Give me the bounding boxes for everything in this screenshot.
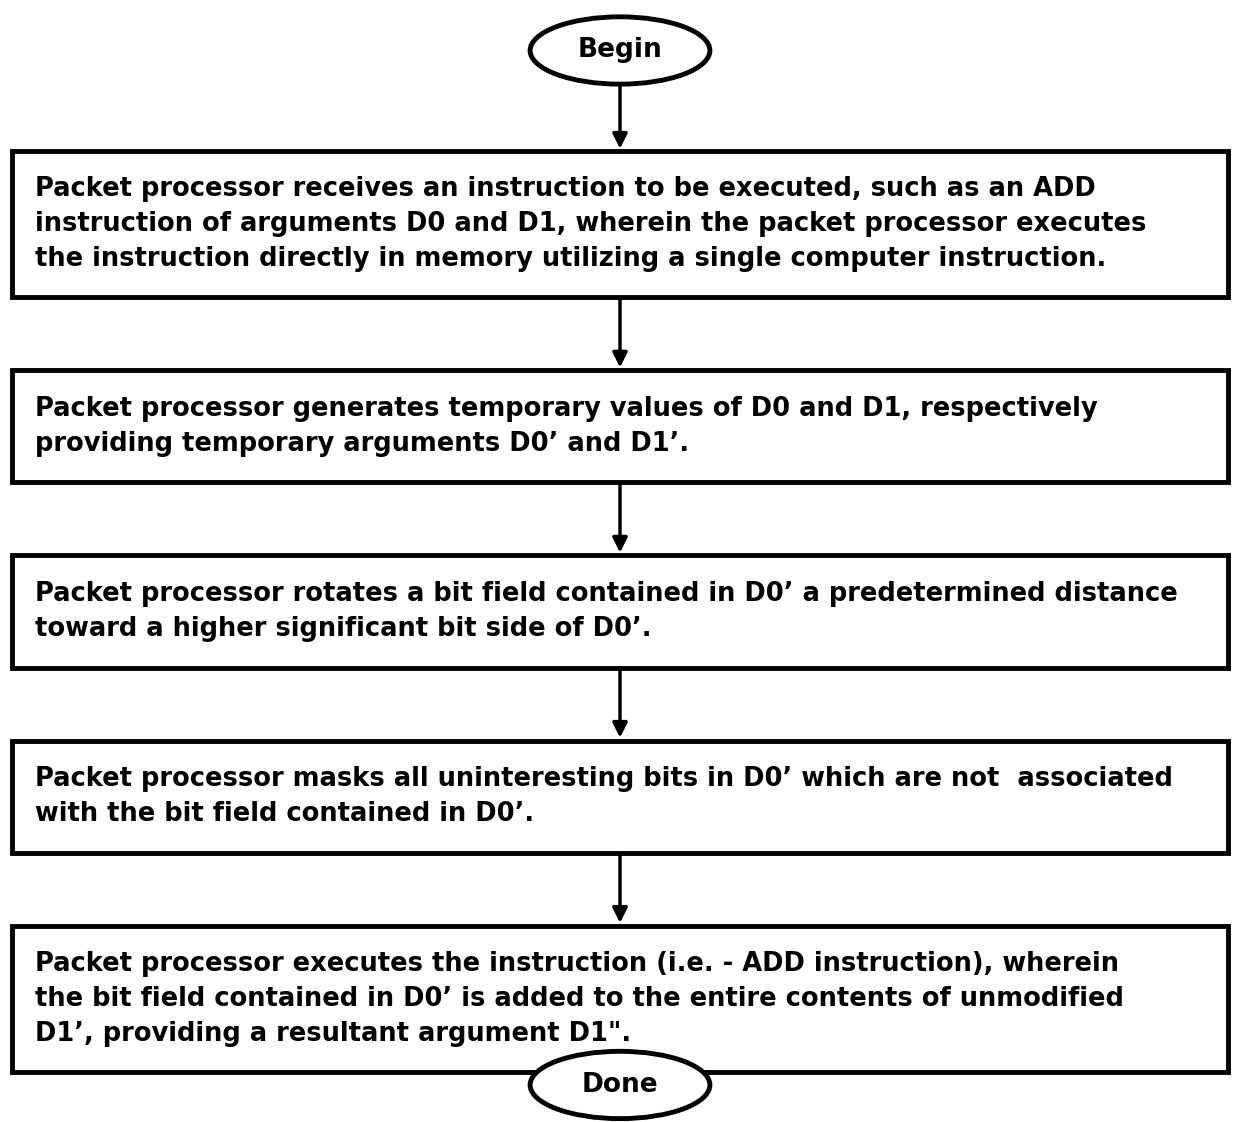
Text: Packet processor generates temporary values of D0 and D1, respectively
providing: Packet processor generates temporary val… [35, 396, 1097, 457]
FancyBboxPatch shape [12, 555, 1228, 668]
FancyBboxPatch shape [12, 370, 1228, 482]
Text: Packet processor masks all uninteresting bits in D0’ which are not  associated
w: Packet processor masks all uninteresting… [35, 766, 1173, 827]
FancyBboxPatch shape [12, 741, 1228, 853]
Text: Packet processor executes the instruction (i.e. - ADD instruction), wherein
the : Packet processor executes the instructio… [35, 950, 1123, 1047]
Ellipse shape [531, 17, 709, 84]
Ellipse shape [531, 1051, 709, 1119]
Text: Packet processor receives an instruction to be executed, such as an ADD
instruct: Packet processor receives an instruction… [35, 176, 1146, 273]
Text: Packet processor rotates a bit field contained in D0’ a predetermined distance
t: Packet processor rotates a bit field con… [35, 581, 1178, 642]
Text: Begin: Begin [578, 37, 662, 64]
FancyBboxPatch shape [12, 151, 1228, 297]
FancyBboxPatch shape [12, 926, 1228, 1072]
Text: Done: Done [582, 1072, 658, 1098]
